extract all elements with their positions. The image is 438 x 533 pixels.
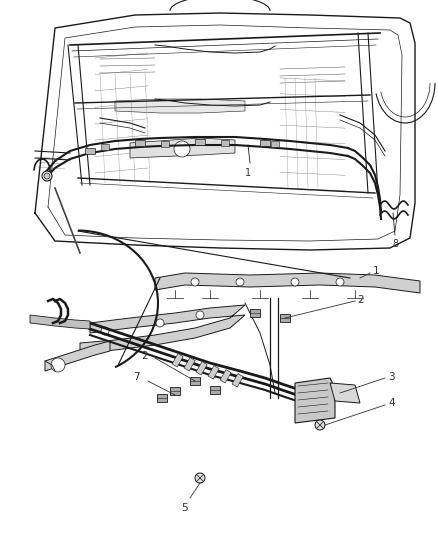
Circle shape (51, 358, 65, 372)
Bar (260, 140, 270, 146)
Text: 4: 4 (388, 398, 395, 408)
Polygon shape (80, 305, 245, 353)
Bar (208, 366, 219, 379)
Bar (221, 140, 229, 146)
Text: 3: 3 (388, 372, 395, 382)
Circle shape (42, 171, 52, 181)
Bar (190, 377, 200, 385)
Circle shape (236, 278, 244, 286)
Text: 2: 2 (357, 295, 364, 305)
Bar (85, 148, 95, 154)
Circle shape (291, 278, 299, 286)
Polygon shape (330, 383, 360, 403)
Bar (220, 369, 231, 383)
Text: 1: 1 (373, 266, 380, 276)
Polygon shape (30, 315, 90, 329)
Polygon shape (295, 378, 335, 423)
Text: 5: 5 (182, 503, 188, 513)
Bar (271, 141, 279, 147)
Bar (250, 309, 260, 317)
Bar (161, 141, 169, 147)
Text: 1: 1 (245, 168, 251, 178)
Text: 8: 8 (392, 239, 398, 249)
Circle shape (156, 319, 164, 327)
Text: 2: 2 (141, 351, 148, 361)
Text: 7: 7 (134, 372, 140, 382)
Circle shape (101, 327, 109, 335)
Bar (157, 394, 167, 402)
Bar (232, 374, 243, 387)
Polygon shape (155, 273, 420, 293)
Circle shape (174, 141, 190, 157)
Bar (172, 353, 183, 367)
Circle shape (195, 473, 205, 483)
Circle shape (196, 311, 204, 319)
Bar (101, 144, 109, 150)
Bar (196, 361, 207, 375)
Bar (195, 139, 205, 145)
Circle shape (315, 420, 325, 430)
Bar (280, 314, 290, 322)
Bar (184, 358, 195, 371)
Circle shape (191, 278, 199, 286)
Bar (170, 387, 180, 395)
Circle shape (44, 173, 50, 179)
Polygon shape (115, 99, 245, 113)
Polygon shape (130, 138, 235, 158)
Circle shape (336, 278, 344, 286)
Bar (135, 140, 145, 146)
Bar (210, 386, 220, 394)
Polygon shape (45, 341, 110, 371)
